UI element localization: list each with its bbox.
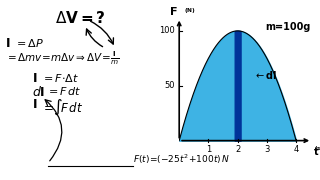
Text: m=100g: m=100g [265,22,311,32]
Text: $= F\,dt$: $= F\,dt$ [46,85,82,97]
Text: $\mathbf{I}$: $\mathbf{I}$ [32,98,37,111]
Text: 4: 4 [293,145,299,154]
Text: $_{\mathbf{(sec)}}$: $_{\mathbf{(sec)}}$ [314,145,320,155]
Text: $= \Delta mv\!=\!m\Delta v \Rightarrow \Delta V\! =\! \frac{\mathbf{I}}{m}$: $= \Delta mv\!=\!m\Delta v \Rightarrow \… [5,50,119,67]
Text: 50: 50 [164,81,175,90]
Text: $= \!\int\! F\,dt$: $= \!\int\! F\,dt$ [41,98,83,117]
Text: $\leftarrow$dI: $\leftarrow$dI [254,69,277,81]
Text: $_{\mathbf{(N)}}$: $_{\mathbf{(N)}}$ [184,6,196,17]
Text: $=\Delta P$: $=\Delta P$ [14,37,44,49]
Text: $\mathbf{t}$: $\mathbf{t}$ [313,145,319,157]
Text: $\mathbf{I}$: $\mathbf{I}$ [32,72,37,85]
Text: $d\mathbf{I}$: $d\mathbf{I}$ [32,85,45,99]
Text: 1: 1 [206,145,211,154]
Text: $\Delta$$\mathbf{V = ?}$: $\Delta$$\mathbf{V = ?}$ [55,10,105,26]
Text: 3: 3 [264,145,269,154]
Text: 2: 2 [235,145,240,154]
Text: 100: 100 [159,26,175,35]
Text: $\mathbf{I}$: $\mathbf{I}$ [5,37,11,50]
Text: $\mathbf{F}$: $\mathbf{F}$ [169,5,178,17]
Text: $F(t)\!=\!(-25t^2\!+\!100t)\,N$: $F(t)\!=\!(-25t^2\!+\!100t)\,N$ [133,153,230,166]
Text: $= F{\cdot}\Delta t$: $= F{\cdot}\Delta t$ [41,72,79,84]
